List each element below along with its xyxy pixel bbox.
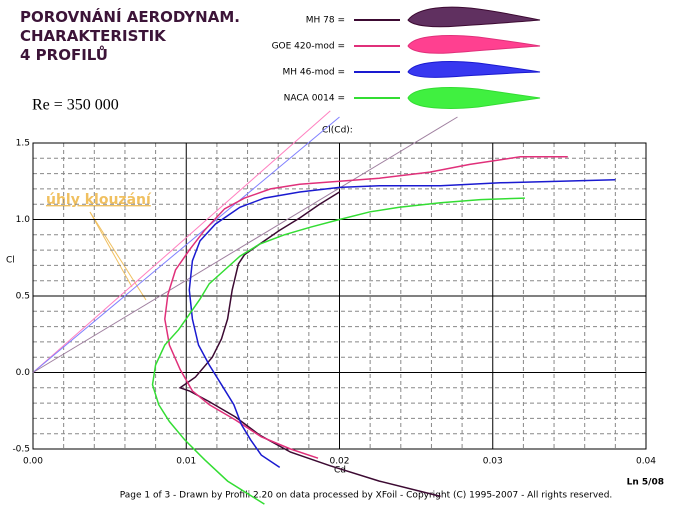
x-tick-label: 0.00 — [23, 457, 43, 467]
legend-airfoil — [407, 61, 541, 78]
top-label: Cl(Cd): — [322, 126, 353, 136]
legend-label: GOE 420-mod = — [272, 42, 345, 52]
y-tick-label: 1.0 — [16, 215, 31, 225]
annotation-arrow — [89, 211, 133, 288]
tangent-line — [32, 116, 340, 373]
annotation-arrow — [89, 211, 147, 301]
x-tick-label: 0.04 — [636, 457, 656, 467]
tangent-line — [32, 116, 458, 373]
y-tick-label: 1.5 — [16, 139, 30, 149]
x-tick-label: 0.01 — [176, 457, 196, 467]
legend-airfoil — [407, 87, 541, 109]
series-line — [164, 156, 568, 459]
x-tick-label: 0.03 — [483, 457, 503, 467]
legend-airfoil — [407, 35, 541, 54]
series-line — [178, 191, 441, 498]
legend-airfoil — [407, 6, 541, 28]
series-line — [151, 197, 525, 505]
title-line: 4 PROFILŮ — [20, 44, 108, 64]
y-tick-label: 0.0 — [16, 368, 31, 378]
legend-label: MH 78 = — [306, 16, 345, 26]
x-tick-label: 0.02 — [329, 457, 349, 467]
series-line — [188, 178, 616, 469]
subtitle: Re = 350 000 — [32, 97, 119, 114]
y-tick-label: 0.5 — [16, 292, 30, 302]
title-line: POROVNÁNÍ AERODYNAM. — [20, 7, 240, 26]
tangent-line — [32, 110, 331, 373]
corner-note: Ln 5/08 — [627, 478, 664, 488]
legend-label: MH 46-mod = — [283, 68, 345, 78]
y-axis-label: Cl — [6, 256, 15, 266]
legend-label: NACA 0014 = — [284, 94, 345, 104]
y-tick-label: -0.5 — [12, 445, 30, 455]
plot-border — [32, 142, 647, 450]
annotation: úhly klouzání — [46, 192, 152, 208]
title-line: CHARAKTERISTIK — [20, 27, 167, 45]
x-axis-label: Cd — [334, 466, 346, 476]
footer: Page 1 of 3 - Drawn by Profili 2.20 on d… — [120, 491, 613, 501]
